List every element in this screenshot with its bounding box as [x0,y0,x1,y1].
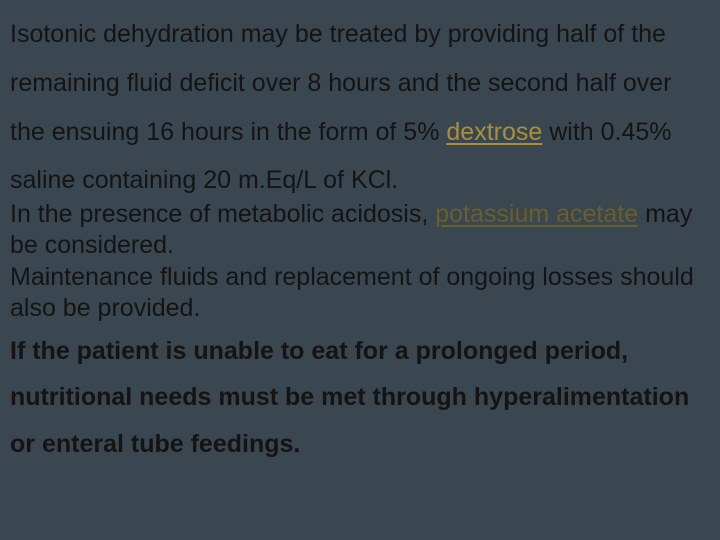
paragraph-3: If the patient is unable to eat for a pr… [10,328,704,467]
paragraph-1: Isotonic dehydration may be treated by p… [10,10,704,205]
dextrose-link[interactable]: dextrose [446,118,542,146]
p2-line2: Maintenance fluids and replacement of on… [10,263,694,322]
paragraph-2: In the presence of metabolic acidosis, p… [10,199,704,324]
p2-pre: In the presence of metabolic acidosis, [10,200,435,228]
potassium-acetate-link[interactable]: potassium acetate [435,200,638,228]
p3-text: If the patient is unable to eat for a pr… [10,337,689,458]
